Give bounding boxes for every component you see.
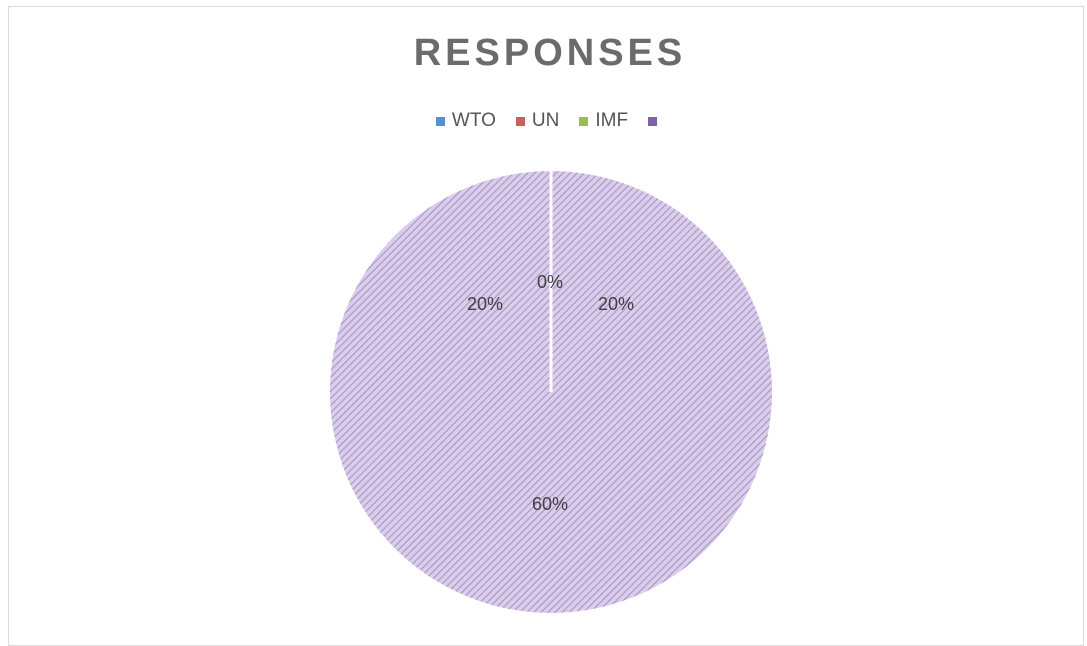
pie-slices <box>330 171 772 613</box>
legend-label-wto: WTO <box>451 110 496 131</box>
pie-data-label-3: 0% <box>537 272 563 292</box>
legend-item-un: UN <box>515 110 560 132</box>
legend-swatch-wto <box>435 116 445 126</box>
pie-data-label-2: 60% <box>532 494 568 514</box>
legend-swatch-fourth <box>648 116 658 126</box>
legend-item-imf: IMF <box>579 110 628 132</box>
pie-data-label-1: 20% <box>598 294 634 314</box>
legend-label-imf: IMF <box>595 110 629 131</box>
pie-data-label-0: 20% <box>467 294 503 314</box>
legend-swatch-imf <box>579 116 589 126</box>
legend-item-fourth <box>648 110 664 132</box>
chart-legend: WTO UN IMF <box>0 110 1087 132</box>
legend-label-un: UN <box>531 110 560 131</box>
legend-item-wto: WTO <box>435 110 496 132</box>
legend-swatch-un <box>515 116 525 126</box>
pie-data-labels: 20% 20% 60% 0% <box>467 272 634 514</box>
chart-title: RESPONSES <box>413 32 687 74</box>
